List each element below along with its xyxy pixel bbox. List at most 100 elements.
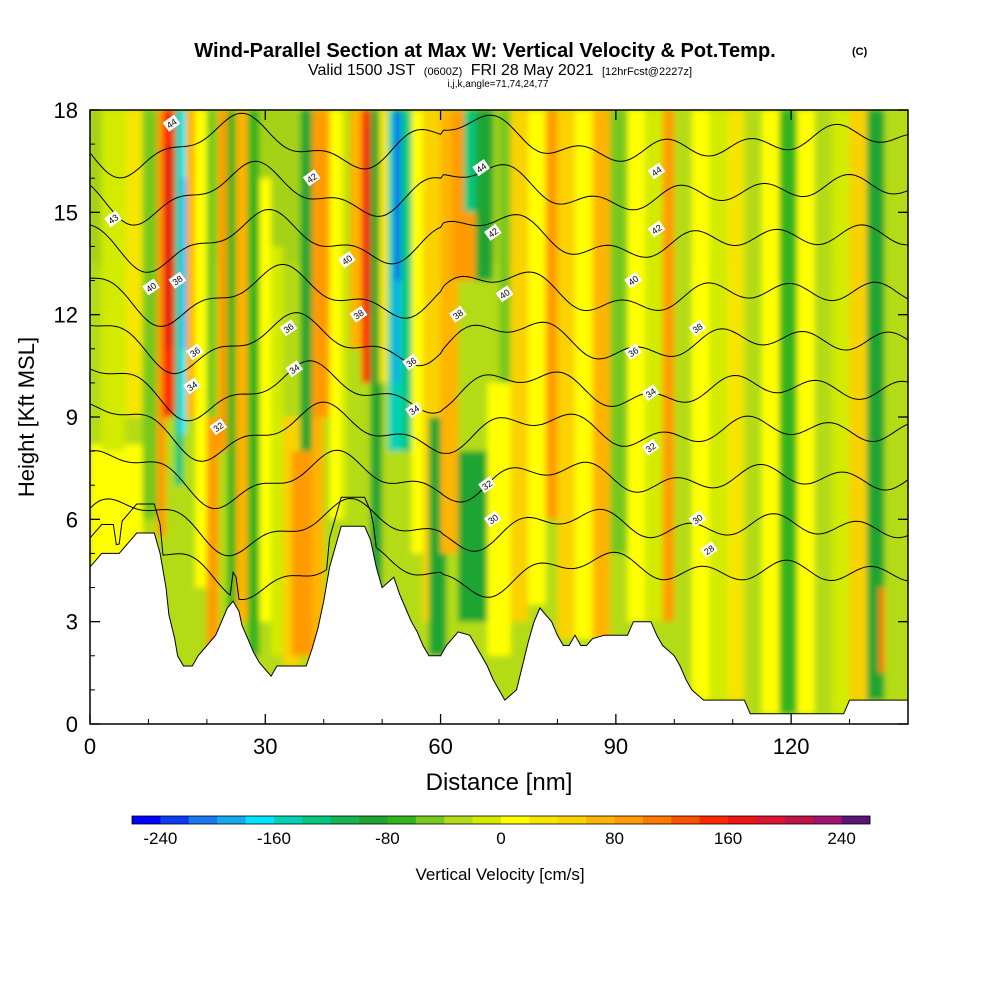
velocity-patch [645, 110, 663, 622]
contour-label-box [162, 114, 181, 132]
velocity-patch [691, 110, 710, 701]
velocity-patch [218, 110, 231, 452]
y-axis-label: Height [Kft MSL] [14, 337, 39, 497]
theta-contour-line [90, 401, 908, 462]
y-tick-label: 6 [66, 507, 78, 532]
contour-label-box [104, 210, 123, 228]
colorbar: -240 -160 -80 0 80 160 240 [131, 815, 871, 848]
velocity-patch [610, 110, 628, 554]
contour-label: 32 [641, 438, 660, 456]
contour-label-text: 38 [171, 274, 185, 288]
contour-label: 34 [183, 377, 201, 395]
velocity-patch [125, 110, 143, 417]
colorbar-tick-label: -160 [257, 829, 291, 848]
velocity-patch [411, 110, 424, 554]
x-tick-label: 30 [253, 734, 277, 759]
colorbar-swatch [671, 816, 701, 824]
contour-label: 44 [472, 159, 491, 177]
velocity-patch [458, 451, 488, 622]
colorbar-swatch [472, 816, 502, 824]
contour-label-box [484, 510, 502, 528]
velocity-patch [247, 110, 260, 656]
theta-contour-line [90, 112, 908, 179]
forecast-run: [12hrFcst@2227z] [602, 66, 692, 78]
contour-label-text: 38 [691, 321, 705, 335]
velocity-patch [849, 110, 868, 701]
colorbar-swatch [302, 816, 332, 824]
colorbar-swatch [557, 816, 587, 824]
colorbar-swatch [217, 816, 247, 824]
contour-label-text: 34 [644, 386, 658, 400]
colorbar-tick-label: -80 [375, 829, 400, 848]
contour-label: 32 [209, 418, 228, 436]
velocity-patch [499, 110, 511, 383]
colorbar-tick-label: 0 [496, 829, 505, 848]
velocity-patch [312, 417, 324, 656]
contour-label: 38 [349, 305, 368, 323]
velocity-patch [867, 110, 885, 701]
colorbar-label: Vertical Velocity [cm/s] [415, 865, 584, 884]
colorbar-tick-label: -240 [143, 829, 177, 848]
velocity-patch [726, 110, 745, 701]
velocity-patch [341, 110, 348, 520]
x-tick-label: 90 [604, 734, 628, 759]
theta-contour-line [90, 263, 908, 327]
colorbar-swatch [614, 816, 644, 824]
colorbar-swatch [501, 816, 530, 824]
colorbar-tick-label: 160 [714, 829, 742, 848]
theta-contour-line [90, 497, 908, 557]
contour-label: 38 [688, 319, 707, 337]
velocity-patch [761, 110, 780, 714]
contour-label-text: 42 [305, 171, 319, 185]
contour-label: 40 [142, 278, 160, 296]
contour-label-box [472, 159, 491, 177]
copyright-mark: (C) [852, 46, 868, 58]
velocity-patch [370, 110, 383, 588]
colorbar-tick-label: 80 [605, 829, 624, 848]
colorbar-swatch [245, 816, 275, 824]
velocity-patch [395, 110, 401, 281]
contour-labels: 44 44 44 43 42 42 42 40 38 40 40 40 38 38 38 36 36 36 36 34… [104, 114, 718, 559]
contour-label-box [495, 285, 514, 303]
x-tick-label: 0 [84, 734, 96, 759]
contour-label: 34 [405, 401, 423, 419]
contour-label-box [700, 541, 718, 559]
velocity-patch [364, 127, 371, 315]
colorbar-swatch [160, 816, 190, 824]
contour-label-box [402, 353, 421, 371]
theta-contour-line [90, 496, 908, 601]
colorbar-swatch [699, 816, 729, 824]
contour-label: 42 [484, 223, 502, 241]
contour-label: 38 [448, 305, 467, 323]
contour-label-text: 30 [691, 512, 705, 526]
velocity-patch [182, 178, 187, 349]
velocity-patch [510, 110, 529, 622]
velocity-patch [814, 110, 833, 714]
contour-label-box [641, 384, 660, 402]
colorbar-swatch [756, 816, 786, 824]
chart-subtitle: Valid 1500 JST (0600Z) FRI 28 May 2021 [… [308, 62, 692, 79]
contour-label-box [641, 438, 660, 456]
contour-label-box [647, 220, 666, 238]
contour-label: 40 [337, 251, 356, 269]
contour-label: 30 [484, 510, 502, 528]
contour-label: 44 [162, 114, 181, 132]
colorbar-tick-label: 240 [827, 829, 855, 848]
y-tick-label: 0 [66, 712, 78, 737]
theta-contour-line [90, 449, 908, 510]
velocity-patch [545, 110, 558, 520]
velocity-patch [379, 110, 388, 383]
x-axis-label: Distance [nm] [426, 769, 573, 796]
chart-title: Wind-Parallel Section at Max W: Vertical… [194, 40, 775, 62]
velocity-patch [271, 246, 283, 656]
contour-label: 44 [647, 162, 666, 180]
terrain [90, 525, 908, 724]
colorbar-swatch [586, 816, 616, 824]
contour-label: 36 [279, 319, 298, 337]
velocity-patch [744, 110, 762, 714]
contour-label-box [688, 319, 707, 337]
velocity-patch [259, 178, 272, 622]
contour-label: 34 [285, 360, 304, 378]
velocity-patch [884, 110, 908, 701]
velocity-patch [832, 110, 850, 714]
